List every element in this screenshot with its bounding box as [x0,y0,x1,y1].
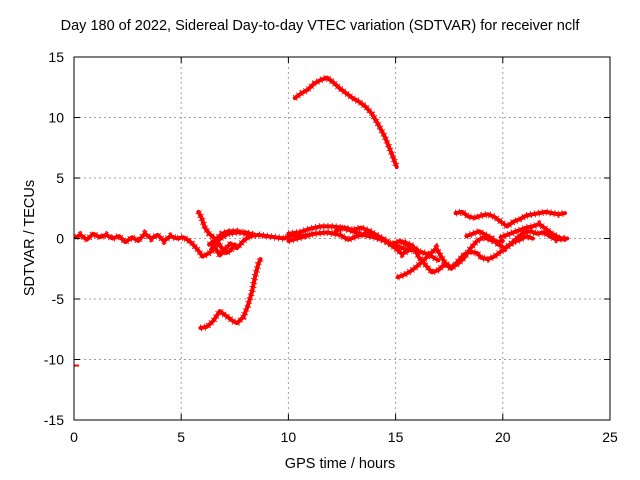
y-tick-label-2: -5 [52,291,65,307]
x-tick-label-3: 15 [388,429,404,445]
series-arc-negative-6-9 [198,257,263,330]
y-tick-label-4: 5 [56,170,64,186]
x-tick-label-2: 10 [281,429,297,445]
x-tick-label-1: 5 [177,429,185,445]
series-arc-braid-a-markers [287,228,419,253]
series-arc-braid-b [333,225,411,257]
x-tick-label-0: 0 [70,429,78,445]
series-arc-loop-6-8-markers [206,227,256,252]
y-tick-label-6: 15 [48,49,64,65]
y-tick-label-3: 0 [56,231,64,247]
y-tick-label-5: 10 [48,110,64,126]
x-tick-label-5: 25 [602,429,618,445]
series-arc-upper-18-23 [453,209,567,229]
series-arc-main-0-6 [74,231,312,259]
y-axis-label: SDTVAR / TECUs [22,179,38,297]
series-arc-high-10-15 [292,75,399,170]
y-tick-label-1: -10 [44,352,64,368]
x-axis-label: GPS time / hours [284,456,396,472]
series-arc-braid-c [464,229,570,251]
chart-title: Day 180 of 2022, Sidereal Day-to-day VTE… [60,18,580,34]
x-tick-label-4: 20 [495,429,511,445]
series-arc-lower-15-18-markers [396,233,504,281]
series-arc-upper-18-23-markers [454,208,566,231]
series-arc-5.8-upper-markers [195,210,238,258]
y-tick-label-0: -15 [44,412,64,428]
